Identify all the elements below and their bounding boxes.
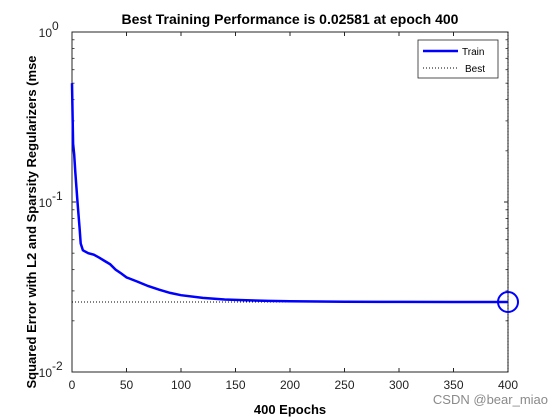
y-tick-label-exponent: -2 xyxy=(52,359,63,373)
plot-area xyxy=(71,31,509,373)
chart-title: Best Training Performance is 0.02581 at … xyxy=(122,11,459,27)
train-series-line xyxy=(70,83,508,304)
legend: Train Best xyxy=(417,39,499,79)
legend-train-label: Train xyxy=(462,47,484,58)
x-tick-label: 100 xyxy=(171,378,191,392)
x-tick-label: 50 xyxy=(120,378,134,392)
x-tick-label: 0 xyxy=(69,378,76,392)
x-axis-label: 400 Epochs xyxy=(254,402,326,417)
y-axis-label: Squared Error with L2 and Sparsity Regul… xyxy=(24,55,39,388)
best-point-marker xyxy=(497,290,519,313)
y-tick-label: 10 xyxy=(39,196,53,210)
legend-best-label: Best xyxy=(465,64,485,75)
y-tick-label: 10 xyxy=(39,366,53,380)
legend-box xyxy=(417,39,499,79)
x-tick-label: 250 xyxy=(334,378,354,392)
y-tick-label-exponent: 0 xyxy=(52,19,59,33)
x-axis-ticks: 0 50 100 150 200 250 300 350 400 xyxy=(69,32,518,392)
watermark: CSDN @bear_miao xyxy=(433,392,548,407)
x-tick-label: 350 xyxy=(443,378,463,392)
x-tick-label: 150 xyxy=(225,378,245,392)
x-tick-label: 200 xyxy=(280,378,300,392)
x-tick-label: 400 xyxy=(498,378,518,392)
y-tick-label: 10 xyxy=(39,26,53,40)
y-tick-label-exponent: -1 xyxy=(52,189,63,203)
x-tick-label: 300 xyxy=(389,378,409,392)
